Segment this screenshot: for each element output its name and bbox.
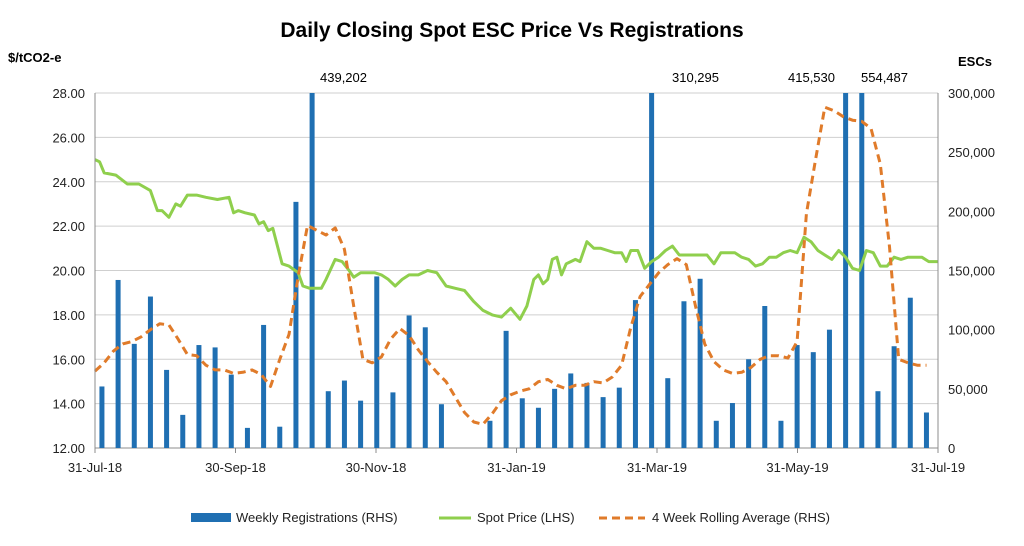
spot-price-line [94, 158, 938, 321]
right-tick-label: 200,000 [948, 204, 995, 219]
left-tick-label: 24.00 [52, 175, 85, 190]
bar-value-annotation: 415,530 [788, 70, 835, 85]
registration-bar [374, 276, 380, 448]
x-tick-label: 30-Sep-18 [205, 460, 266, 475]
legend-label-weekly-registrations: Weekly Registrations (RHS) [236, 510, 398, 525]
left-tick-label: 20.00 [52, 264, 85, 279]
registration-bar [665, 378, 671, 448]
right-tick-label: 50,000 [948, 382, 988, 397]
registration-bar [131, 343, 137, 448]
registration-bar [487, 420, 493, 448]
registration-bar [794, 345, 800, 448]
registration-bar [115, 279, 121, 448]
x-tick-label: 31-May-19 [766, 460, 828, 475]
registration-bar [309, 93, 315, 448]
registration-bar [99, 386, 105, 448]
registration-bar [875, 391, 881, 448]
registration-bar [422, 327, 428, 448]
registration-bar [180, 414, 186, 448]
x-tick-label: 30-Nov-18 [346, 460, 407, 475]
registration-bar [762, 306, 768, 448]
registration-bar [325, 391, 331, 448]
registration-bar [293, 201, 299, 448]
x-tick-label: 31-Mar-19 [627, 460, 687, 475]
left-axis-unit-label: $/tCO2-e [8, 50, 61, 65]
registration-bar [746, 359, 752, 448]
legend-swatch-weekly-registrations [191, 513, 231, 522]
registration-bar [390, 392, 396, 448]
registration-bar [907, 297, 913, 448]
registration-bar [778, 420, 784, 448]
registration-bar [438, 404, 444, 448]
registration-bar [859, 93, 865, 448]
registration-bar [212, 347, 218, 448]
right-tick-label: 0 [948, 441, 955, 456]
line-layer [93, 105, 938, 426]
left-tick-label: 16.00 [52, 352, 85, 367]
bar-value-annotation: 310,295 [672, 70, 719, 85]
left-tick-label: 26.00 [52, 130, 85, 145]
registration-bar [552, 388, 558, 448]
right-tick-label: 250,000 [948, 145, 995, 160]
registration-bar [600, 397, 606, 448]
bar-layer [99, 93, 929, 448]
legend-label-spot-price: Spot Price (LHS) [477, 510, 575, 525]
registration-bar [228, 374, 234, 448]
right-axis-unit-label: ESCs [958, 54, 992, 69]
registration-bar [503, 330, 509, 448]
registration-bar [358, 400, 364, 448]
registration-bar [713, 420, 719, 448]
left-tick-label: 22.00 [52, 219, 85, 234]
registration-bar [261, 324, 267, 448]
right-tick-label: 100,000 [948, 323, 995, 338]
registration-bar [843, 93, 849, 448]
annotation-layer: 439,202 310,295 415,530 554,487 [320, 70, 908, 85]
grid-layer [95, 92, 938, 449]
legend-label-rolling-average: 4 Week Rolling Average (RHS) [652, 510, 830, 525]
left-tick-label: 14.00 [52, 397, 85, 412]
registration-bar [519, 398, 525, 448]
registration-bar [584, 382, 590, 448]
chart-title: Daily Closing Spot ESC Price Vs Registra… [280, 19, 743, 42]
rolling-average-line [93, 105, 927, 426]
right-tick-label: 300,000 [948, 86, 995, 101]
registration-bar [826, 329, 832, 448]
registration-bar [341, 380, 347, 448]
left-tick-label: 28.00 [52, 86, 85, 101]
registration-bar [632, 300, 638, 448]
left-tick-label: 18.00 [52, 308, 85, 323]
legend: Weekly Registrations (RHS) Spot Price (L… [191, 510, 830, 525]
registration-bar [196, 345, 202, 448]
registration-bar [244, 427, 250, 448]
registration-bar [277, 426, 283, 448]
registration-bar [535, 407, 541, 448]
registration-bar [406, 315, 412, 448]
registration-bar [568, 373, 574, 448]
bar-value-annotation: 554,487 [861, 70, 908, 85]
x-tick-label: 31-Jan-19 [487, 460, 546, 475]
registration-bar [891, 346, 897, 448]
bar-value-annotation: 439,202 [320, 70, 367, 85]
registration-bar [147, 296, 153, 448]
registration-bar [923, 412, 929, 448]
registration-bar [616, 387, 622, 448]
left-tick-label: 12.00 [52, 441, 85, 456]
registration-bar [164, 369, 170, 448]
registration-bar [649, 93, 655, 448]
registration-bar [810, 352, 816, 448]
x-tick-label: 31-Jul-18 [68, 460, 122, 475]
registration-bar [729, 403, 735, 448]
axis-layer: 12.00 14.00 16.00 18.00 20.00 22.00 24.00 26.00… [52, 86, 995, 475]
x-tick-label: 31-Jul-19 [911, 460, 965, 475]
right-tick-label: 150,000 [948, 264, 995, 279]
registration-bar [697, 278, 703, 448]
registration-bar [681, 301, 687, 448]
